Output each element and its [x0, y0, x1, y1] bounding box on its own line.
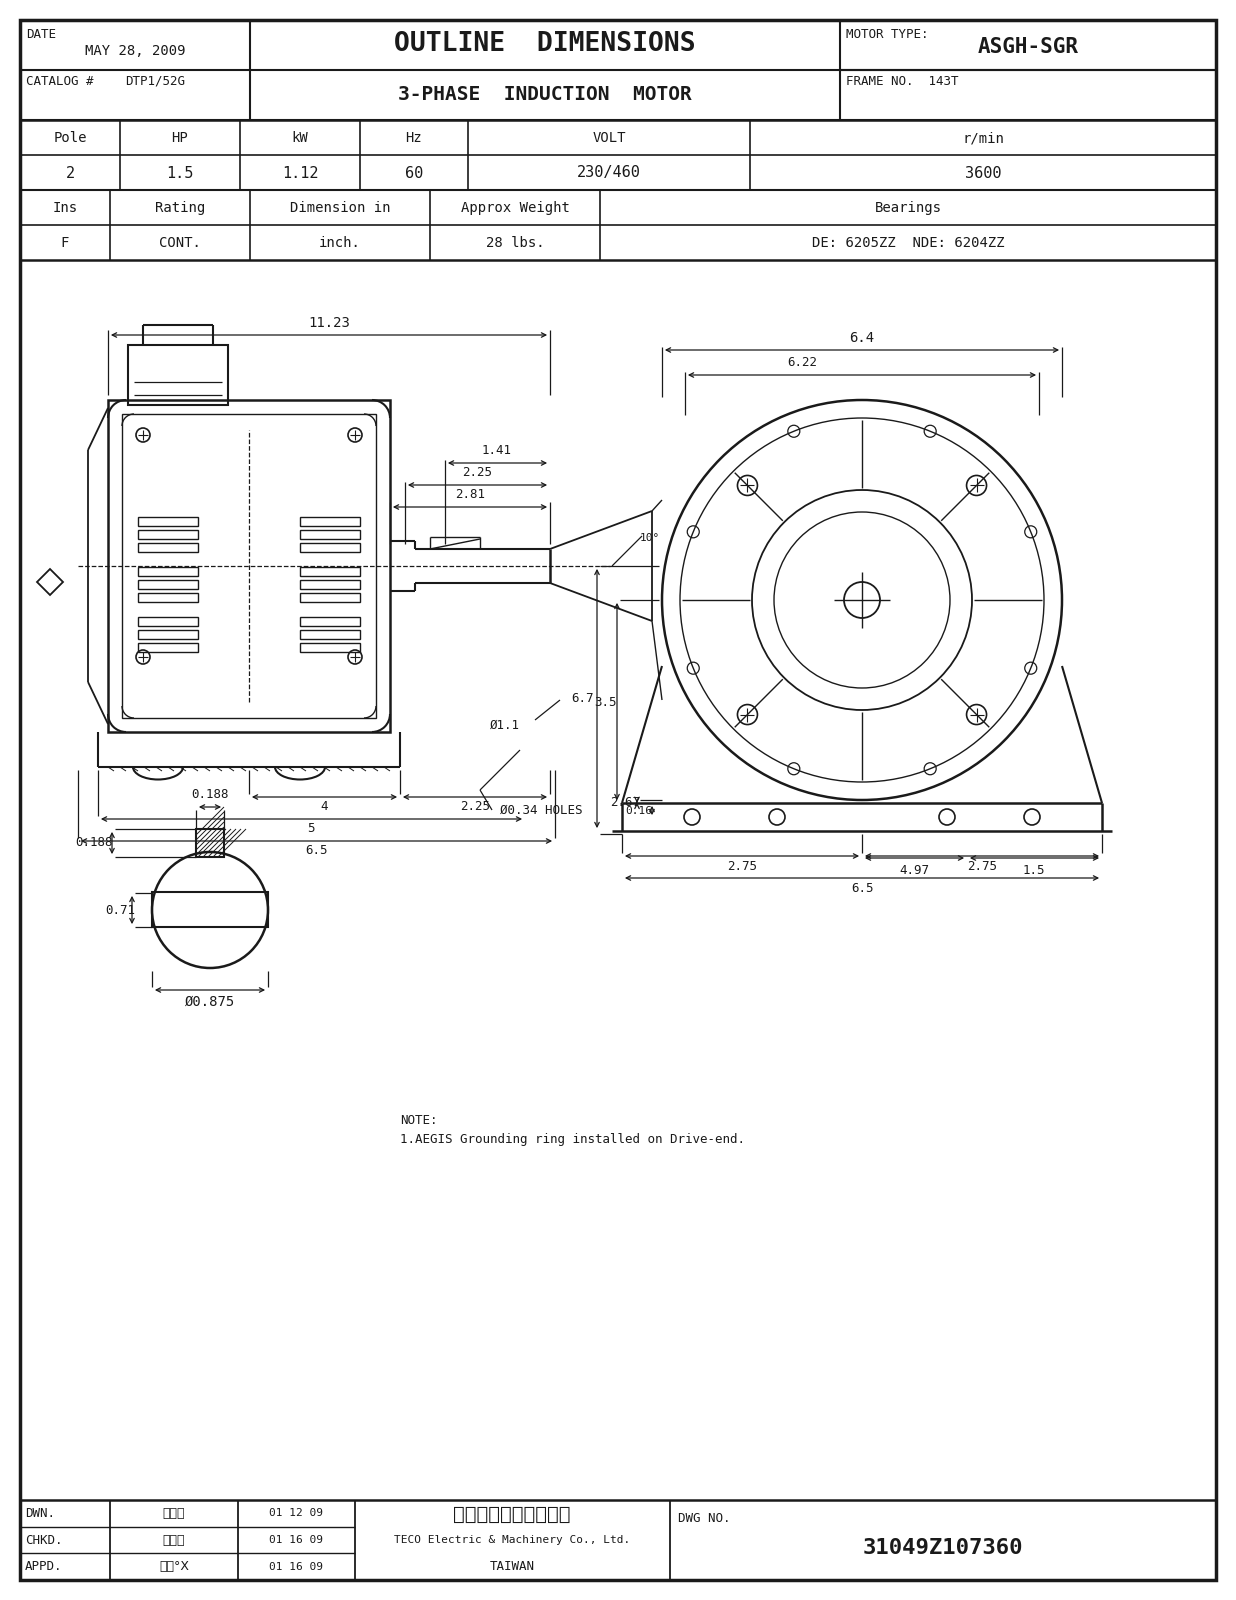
- Text: 2.25: 2.25: [462, 467, 492, 480]
- Text: Pole: Pole: [53, 131, 87, 146]
- Bar: [138, 643, 198, 653]
- Text: 60: 60: [405, 165, 423, 181]
- Text: Ins: Ins: [52, 202, 78, 214]
- Text: 28 lbs.: 28 lbs.: [486, 235, 544, 250]
- Text: 5: 5: [308, 822, 315, 835]
- Bar: [138, 542, 198, 552]
- Text: 2.25: 2.25: [460, 800, 489, 813]
- Text: TAIWAN: TAIWAN: [489, 1560, 534, 1573]
- Text: inch.: inch.: [319, 235, 361, 250]
- Bar: [138, 579, 198, 589]
- Text: Ø1.1: Ø1.1: [489, 718, 520, 731]
- Text: 1.AEGIS Grounding ring installed on Drive-end.: 1.AEGIS Grounding ring installed on Driv…: [400, 1133, 745, 1147]
- Text: 陳敬元: 陳敬元: [163, 1533, 185, 1547]
- Text: 230/460: 230/460: [577, 165, 641, 181]
- Text: NOTE:: NOTE:: [400, 1114, 438, 1126]
- Text: 4.97: 4.97: [899, 864, 929, 877]
- Bar: [138, 630, 198, 638]
- Bar: [300, 530, 360, 539]
- Text: Bearings: Bearings: [875, 202, 942, 214]
- Bar: [300, 579, 360, 589]
- Text: 01 16 09: 01 16 09: [269, 1534, 323, 1546]
- Text: kW: kW: [292, 131, 308, 146]
- Text: 2.75: 2.75: [727, 859, 756, 872]
- Text: 11.23: 11.23: [308, 317, 350, 330]
- Text: r/min: r/min: [962, 131, 1004, 146]
- Text: TECO Electric & Machinery Co., Ltd.: TECO Electric & Machinery Co., Ltd.: [394, 1534, 630, 1546]
- Text: 4: 4: [320, 800, 328, 813]
- Bar: [300, 566, 360, 576]
- Text: MAY 28, 2009: MAY 28, 2009: [85, 43, 185, 58]
- Bar: [138, 530, 198, 539]
- Text: Ø0.875: Ø0.875: [185, 995, 235, 1010]
- Bar: [108, 400, 391, 733]
- Text: OUTLINE  DIMENSIONS: OUTLINE DIMENSIONS: [394, 30, 696, 58]
- Bar: [138, 517, 198, 526]
- Bar: [152, 893, 268, 926]
- Text: 1.5: 1.5: [167, 165, 194, 181]
- Bar: [197, 829, 224, 858]
- Text: 1.12: 1.12: [282, 165, 318, 181]
- Bar: [300, 630, 360, 638]
- Text: 2.81: 2.81: [455, 488, 485, 501]
- Text: CHKD.: CHKD.: [25, 1533, 63, 1547]
- Text: HP: HP: [172, 131, 188, 146]
- Bar: [138, 594, 198, 602]
- Text: 2: 2: [66, 165, 74, 181]
- Text: DWN.: DWN.: [25, 1507, 54, 1520]
- Text: 陳奈元: 陳奈元: [163, 1507, 185, 1520]
- Text: 1.5: 1.5: [1022, 864, 1046, 877]
- Text: DE: 6205ZZ  NDE: 6204ZZ: DE: 6205ZZ NDE: 6204ZZ: [812, 235, 1005, 250]
- Text: 0.71: 0.71: [105, 904, 135, 917]
- Text: DATE: DATE: [26, 27, 56, 42]
- Text: 10°: 10°: [640, 533, 660, 542]
- Text: 3.5: 3.5: [593, 696, 617, 709]
- Text: Dimension in: Dimension in: [289, 202, 391, 214]
- Bar: [122, 414, 376, 718]
- Text: 0.188: 0.188: [192, 789, 229, 802]
- Text: 2.67: 2.67: [611, 795, 640, 808]
- Text: DWG NO.: DWG NO.: [679, 1512, 730, 1525]
- Text: CATALOG #: CATALOG #: [26, 75, 94, 88]
- Text: DTP1/52G: DTP1/52G: [125, 75, 185, 88]
- Text: APPD.: APPD.: [25, 1560, 63, 1573]
- Text: 01 16 09: 01 16 09: [269, 1562, 323, 1571]
- Bar: [138, 618, 198, 626]
- Text: 6.5: 6.5: [305, 845, 328, 858]
- Text: Approx Weight: Approx Weight: [461, 202, 570, 214]
- Text: 6.7: 6.7: [571, 693, 593, 706]
- Text: 3600: 3600: [965, 165, 1001, 181]
- Text: 6.4: 6.4: [849, 331, 875, 346]
- Text: 1.41: 1.41: [482, 445, 512, 458]
- Text: 東元電機股份有限公司: 東元電機股份有限公司: [454, 1504, 571, 1523]
- Text: 3-PHASE  INDUCTION  MOTOR: 3-PHASE INDUCTION MOTOR: [398, 85, 692, 104]
- Text: F: F: [61, 235, 69, 250]
- Bar: [300, 643, 360, 653]
- Text: 0.16: 0.16: [625, 806, 653, 816]
- Text: 蔡明°X: 蔡明°X: [159, 1560, 189, 1573]
- Text: FRAME NO.  143T: FRAME NO. 143T: [845, 75, 958, 88]
- Text: ASGH-SGR: ASGH-SGR: [978, 37, 1079, 58]
- Bar: [300, 517, 360, 526]
- Text: 01 12 09: 01 12 09: [269, 1509, 323, 1518]
- Bar: [300, 618, 360, 626]
- Text: 6.22: 6.22: [787, 357, 817, 370]
- Text: 6.5: 6.5: [850, 882, 874, 894]
- Text: Rating: Rating: [154, 202, 205, 214]
- Text: VOLT: VOLT: [592, 131, 625, 146]
- Bar: [300, 542, 360, 552]
- Text: Ø0.34 HOLES: Ø0.34 HOLES: [501, 803, 582, 816]
- Text: 0.188: 0.188: [75, 837, 112, 850]
- Text: CONT.: CONT.: [159, 235, 201, 250]
- Text: Hz: Hz: [405, 131, 423, 146]
- Bar: [138, 566, 198, 576]
- Text: 2.75: 2.75: [967, 859, 997, 872]
- Text: MOTOR TYPE:: MOTOR TYPE:: [845, 27, 928, 42]
- Text: 31049Z107360: 31049Z107360: [863, 1538, 1023, 1558]
- Bar: [300, 594, 360, 602]
- Bar: [129, 346, 227, 405]
